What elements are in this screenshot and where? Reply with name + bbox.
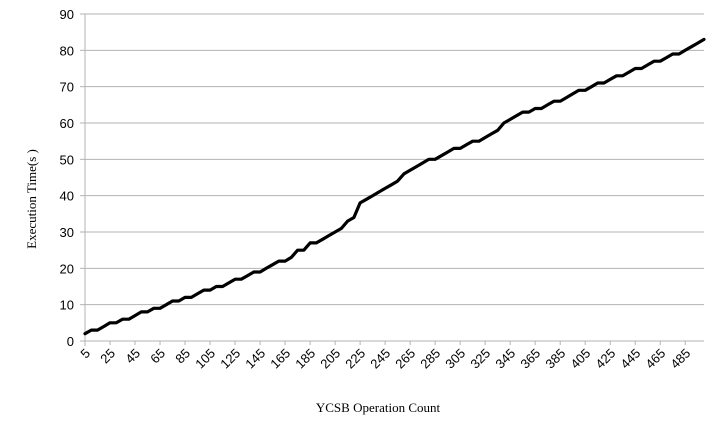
x-tick-label: 405 — [567, 346, 593, 372]
y-tick-label: 50 — [60, 152, 74, 167]
series-line-1 — [83, 37, 706, 336]
x-tick-label: 365 — [517, 346, 543, 372]
y-tick-label: 90 — [60, 7, 74, 22]
x-tick-label: 185 — [292, 346, 318, 372]
x-tick-label: 125 — [217, 346, 243, 372]
series-group — [83, 37, 706, 336]
x-tick-label: 465 — [642, 346, 668, 372]
x-tick-label: 305 — [442, 346, 468, 372]
x-tick-label: 345 — [492, 346, 518, 372]
x-tick-label: 65 — [147, 346, 168, 367]
x-tick-label: 225 — [342, 346, 368, 372]
x-tick-label: 445 — [617, 346, 643, 372]
x-axis-title: YCSB Operation Count — [316, 400, 441, 415]
x-tick-label: 145 — [242, 346, 268, 372]
y-tick-label: 0 — [67, 334, 74, 349]
x-tick-label: 105 — [192, 346, 218, 372]
x-tick-label: 485 — [667, 346, 693, 372]
x-tick-label: 45 — [122, 346, 143, 367]
x-tick-label: 425 — [592, 346, 618, 372]
x-tick-label: 245 — [367, 346, 393, 372]
y-axis-title: Execution Time(s ) — [24, 149, 39, 249]
gridlines — [84, 13, 704, 346]
y-tick-label: 60 — [60, 116, 74, 131]
y-tick-label: 30 — [60, 225, 74, 240]
y-tick-label: 70 — [60, 80, 74, 95]
x-tick-label: 265 — [392, 346, 418, 372]
x-tick-label: 165 — [267, 346, 293, 372]
x-tick-label: 285 — [417, 346, 443, 372]
x-tick-label: 25 — [97, 346, 118, 367]
x-tick-label: 325 — [467, 346, 493, 372]
y-tick-label: 80 — [60, 43, 74, 58]
x-tick-label: 5 — [77, 346, 93, 362]
x-tick-label: 385 — [542, 346, 568, 372]
y-tick-label: 40 — [60, 189, 74, 204]
y-axis-ticks: 0 10 20 30 40 50 60 70 80 90 — [60, 7, 85, 349]
x-axis-ticks: 5 25 45 65 85 105 125 145 165 185 205 225 245 265 285 3… — [77, 341, 693, 371]
x-tick-label: 205 — [317, 346, 343, 372]
y-tick-label: 10 — [60, 298, 74, 313]
y-tick-label: 20 — [60, 261, 74, 276]
x-tick-label: 85 — [172, 346, 193, 367]
